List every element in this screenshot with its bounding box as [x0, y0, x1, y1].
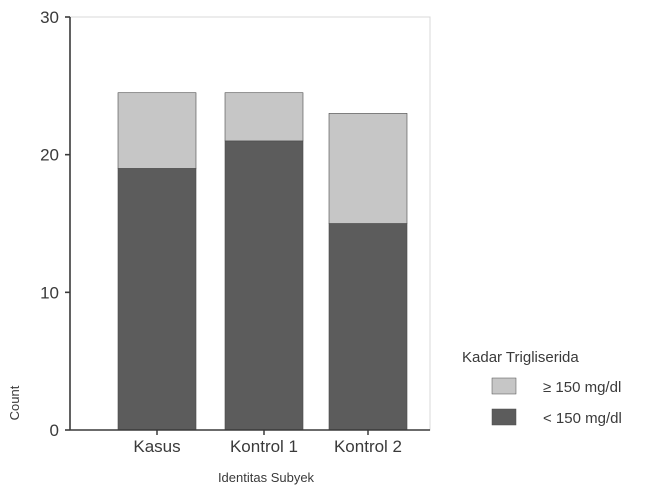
plot-area — [69, 16, 431, 431]
x-tick-label: Kasus — [133, 437, 180, 456]
x-tick-label: Kontrol 1 — [230, 437, 298, 456]
y-tick-label: 10 — [40, 283, 59, 302]
bar-segment — [328, 113, 408, 224]
legend-swatch — [491, 408, 517, 426]
legend: Kadar Trigliserida ≥ 150 mg/dl < 150 mg/d… — [462, 349, 622, 427]
y-tick-label: 30 — [40, 8, 59, 27]
bar-segment — [117, 92, 197, 169]
bar-segment — [224, 92, 304, 142]
bar-segment — [328, 223, 408, 431]
x-axis-title: Identitas Subyek — [218, 470, 315, 485]
legend-label: ≥ 150 mg/dl — [543, 379, 621, 396]
legend-swatch — [491, 377, 517, 395]
y-tick-label: 0 — [50, 421, 59, 440]
legend-label: < 150 mg/dl — [543, 410, 622, 427]
y-tick-label: 20 — [40, 146, 59, 165]
y-axis-title: Count — [7, 385, 22, 420]
axes: Kasus Kontrol 1 Kontrol 2 0 10 20 30 — [40, 8, 430, 456]
bar-segment — [117, 168, 197, 431]
bar-segment — [224, 140, 304, 431]
x-tick-label: Kontrol 2 — [334, 437, 402, 456]
legend-title: Kadar Trigliserida — [462, 349, 579, 366]
